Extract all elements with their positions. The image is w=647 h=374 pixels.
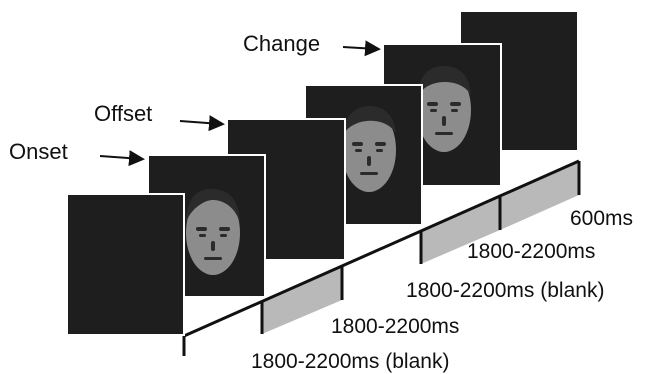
interval-label: 1800-2200ms [331, 315, 459, 338]
interval-label: 1800-2200ms [467, 240, 595, 263]
shaded-interval [262, 266, 342, 334]
blank-screen [66, 193, 185, 336]
interval-label: 600ms [570, 207, 633, 230]
blank-screen [459, 10, 579, 152]
stimulus-screens [66, 10, 579, 336]
onset-arrow [99, 150, 145, 167]
interval-label: 1800-2200ms (blank) [406, 279, 604, 302]
timeline [182, 159, 581, 356]
onset-label: Onset [9, 139, 68, 164]
event-labels: Onset Offset Change [9, 31, 381, 167]
interval-labels: 600ms 1800-2200ms 1800-2200ms (blank) 18… [251, 207, 633, 373]
face-image [342, 106, 396, 192]
timeline-axis [183, 159, 580, 338]
shaded-interval [500, 161, 579, 230]
change-label: Change [243, 31, 320, 56]
change-arrow [342, 40, 381, 57]
offset-label: Offset [94, 101, 152, 126]
face-screen [147, 154, 266, 298]
face-image [186, 189, 240, 275]
offset-arrow [179, 115, 225, 132]
face-image [417, 66, 471, 152]
shaded-interval [421, 196, 500, 264]
interval-label: 1800-2200ms (blank) [251, 350, 449, 373]
